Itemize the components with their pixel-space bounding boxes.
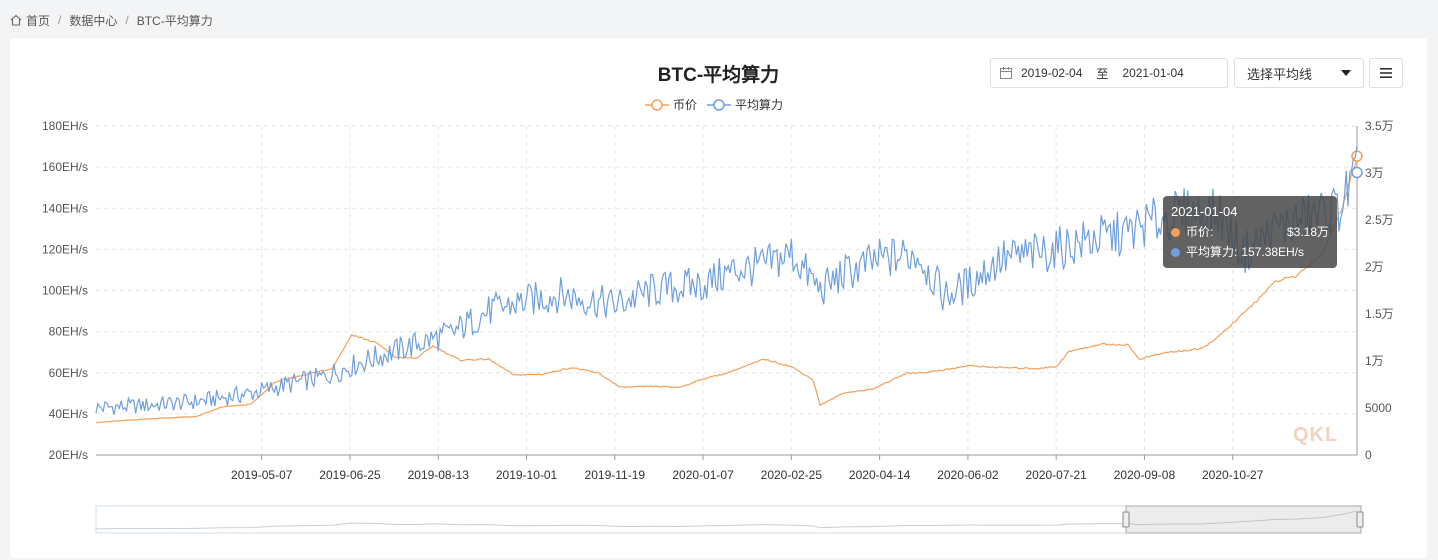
- tooltip-hashrate-label: 平均算力:: [1186, 245, 1238, 259]
- x-tick-label: 2019-05-07: [231, 468, 293, 482]
- right-y-tick-label: 3.5万: [1365, 119, 1394, 133]
- x-tick-label: 2019-11-19: [585, 468, 646, 482]
- breadcrumb-separator: /: [58, 13, 62, 27]
- zoom-preview-line: [95, 510, 1358, 530]
- x-tick-label: 2020-07-21: [1025, 468, 1087, 482]
- x-tick-label: 2019-10-01: [496, 468, 558, 482]
- zoom-handle[interactable]: [1122, 511, 1130, 528]
- zoom-selection-window: [1125, 505, 1362, 534]
- x-tick-label: 2019-08-13: [408, 468, 470, 482]
- left-y-tick-label: 60EH/s: [49, 366, 88, 380]
- right-y-tick-label: 5000: [1365, 401, 1392, 415]
- tooltip-price-label: 币价:: [1186, 225, 1214, 239]
- breadcrumb-home[interactable]: 首页: [26, 13, 51, 28]
- calendar-icon: [1000, 67, 1012, 79]
- left-y-tick-label: 120EH/s: [42, 242, 88, 256]
- series-line-hashrate: [95, 145, 1358, 415]
- left-y-tick-label: 160EH/s: [42, 160, 88, 174]
- x-tick-label: 2020-01-07: [672, 468, 734, 482]
- x-axis: 2019-05-07 2019-06-25 2019-08-13 2019-10-01…: [96, 454, 1357, 482]
- left-y-axis: 20EH/s 40EH/s 60EH/s 80EH/s 100EH/s 120EH/s 14…: [42, 119, 88, 462]
- left-y-tick-label: 80EH/s: [49, 325, 88, 339]
- right-y-tick-label: 0: [1365, 448, 1372, 462]
- legend-item-hashrate[interactable]: 平均算力: [707, 96, 783, 113]
- breadcrumb: 首页 / 数据中心 / BTC-平均算力: [10, 8, 213, 32]
- home-icon: [10, 14, 22, 26]
- left-y-tick-label: 20EH/s: [49, 448, 88, 462]
- right-y-tick-label: 3万: [1365, 166, 1384, 180]
- tooltip-row-hashrate: 平均算力: 157.38EH/s: [1171, 242, 1329, 262]
- x-tick-label: 2020-04-14: [849, 468, 911, 482]
- moving-average-select-label: 选择平均线: [1247, 66, 1313, 82]
- right-y-tick-label: 2.5万: [1365, 213, 1394, 227]
- chart-title: BTC-平均算力: [657, 65, 780, 86]
- zoom-handle[interactable]: [1356, 511, 1364, 528]
- moving-average-select[interactable]: 选择平均线: [1234, 58, 1364, 88]
- zoom-track: [95, 505, 1362, 534]
- right-y-tick-label: 1.5万: [1365, 307, 1394, 321]
- left-y-tick-label: 180EH/s: [42, 119, 88, 133]
- watermark-logo: QKL: [1293, 424, 1339, 446]
- x-tick-label: 2020-02-25: [761, 468, 823, 482]
- breadcrumb-current: BTC-平均算力: [136, 13, 213, 28]
- start-date-input[interactable]: 2019-02-04: [1021, 66, 1083, 80]
- chart-card: BTC-平均算力 币价 平均算力 2019-02-04 至 2021-01-04: [10, 38, 1427, 558]
- chart-grid: [96, 125, 1357, 455]
- chart-tooltip: 2021-01-04 币价: $3.18万 平均算力: 157.38EH/s: [1163, 196, 1337, 268]
- tooltip-price-value: $3.18万: [1286, 225, 1329, 239]
- legend-hashrate-label: 平均算力: [735, 98, 784, 112]
- end-date-input[interactable]: 2021-01-04: [1122, 66, 1184, 80]
- date-range-separator: 至: [1096, 66, 1109, 81]
- breadcrumb-data-center[interactable]: 数据中心: [69, 13, 118, 28]
- tooltip-hashrate-value: 157.38EH/s: [1241, 245, 1305, 259]
- tooltip-date: 2021-01-04: [1171, 204, 1238, 219]
- x-tick-label: 2019-06-25: [319, 468, 381, 482]
- legend-hashrate-icon: [707, 98, 732, 111]
- chart-menu-button[interactable]: [1369, 58, 1403, 88]
- legend-item-price[interactable]: 币价: [645, 96, 697, 113]
- tooltip-hashrate-dot: [1171, 247, 1180, 257]
- left-y-tick-label: 40EH/s: [49, 407, 88, 421]
- x-tick-label: 2020-09-08: [1114, 468, 1176, 482]
- breadcrumb-separator: /: [125, 13, 129, 27]
- chart-legend: 币价 平均算力: [645, 96, 793, 113]
- right-y-tick-label: 2万: [1365, 260, 1384, 274]
- legend-price-label: 币价: [673, 98, 698, 112]
- chart-canvas[interactable]: 20EH/s 40EH/s 60EH/s 80EH/s 100EH/s 120EH/s 14…: [10, 38, 1427, 558]
- tooltip-price-dot: [1171, 227, 1180, 237]
- chart-series: [95, 145, 1363, 424]
- hamburger-menu-icon: [1380, 68, 1392, 78]
- tooltip-row-price: 币价: $3.18万: [1171, 222, 1329, 242]
- left-y-tick-label: 100EH/s: [42, 284, 88, 298]
- x-tick-label: 2020-10-27: [1202, 468, 1264, 482]
- right-y-tick-label: 1万: [1365, 354, 1384, 368]
- legend-price-icon: [645, 98, 669, 111]
- caret-down-icon: [1341, 70, 1351, 76]
- x-tick-label: 2020-06-02: [937, 468, 999, 482]
- date-range-picker[interactable]: 2019-02-04 至 2021-01-04: [990, 58, 1228, 88]
- data-zoom-slider: [95, 505, 1364, 534]
- series-line-price: [95, 157, 1358, 424]
- right-y-axis: 0 5000 1万 1.5万 2万 2.5万 3万 3.5万: [1356, 119, 1394, 462]
- left-y-tick-label: 140EH/s: [42, 201, 88, 215]
- hover-point-hashrate: [1351, 166, 1363, 179]
